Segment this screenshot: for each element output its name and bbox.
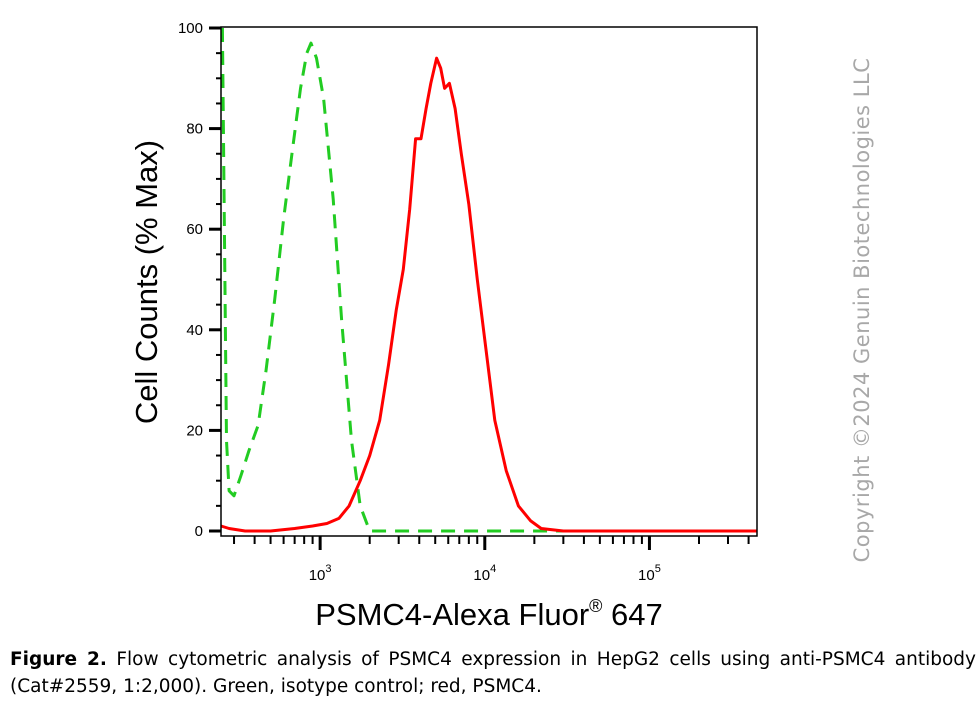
copyright-watermark: Copyright ©2024 Genuin Biotechnologies L… bbox=[850, 57, 874, 563]
y-tick-label: 20 bbox=[186, 422, 203, 439]
y-axis-label: Cell Counts (% Max) bbox=[129, 140, 164, 424]
x-axis-label: PSMC4-Alexa Fluor® 647 bbox=[315, 596, 663, 632]
x-axis-label-main: PSMC4-Alexa Fluor bbox=[315, 597, 589, 632]
x-axis-label-sup: ® bbox=[589, 596, 602, 616]
y-axis-ticks: 0 20 40 60 80 100 bbox=[178, 20, 221, 540]
y-tick-label: 0 bbox=[195, 523, 203, 540]
x-axis-ticks: 103 104 105 bbox=[233, 536, 750, 584]
y-tick-label: 100 bbox=[178, 20, 203, 37]
histogram-chart: 0 20 40 60 80 100 103 104 105 Cell Counts (% Ma… bbox=[129, 20, 758, 632]
y-tick-label: 40 bbox=[186, 322, 203, 339]
series-line-1 bbox=[220, 27, 757, 533]
y-tick-label: 60 bbox=[186, 221, 203, 238]
x-tick-label: 105 bbox=[638, 563, 661, 584]
y-tick-label: 80 bbox=[186, 121, 203, 138]
caption-title: Figure 2. bbox=[10, 649, 107, 670]
figure-caption: Figure 2. Flow cytometric analysis of PS… bbox=[10, 646, 976, 700]
caption-text: Flow cytometric analysis of PSMC4 expres… bbox=[10, 649, 976, 697]
series-line-2 bbox=[220, 56, 757, 533]
x-tick-label: 104 bbox=[473, 563, 496, 584]
x-axis-label-suffix: 647 bbox=[602, 597, 662, 632]
plot-frame bbox=[220, 26, 758, 537]
x-tick-label: 103 bbox=[309, 563, 332, 584]
series-layer bbox=[220, 27, 757, 533]
